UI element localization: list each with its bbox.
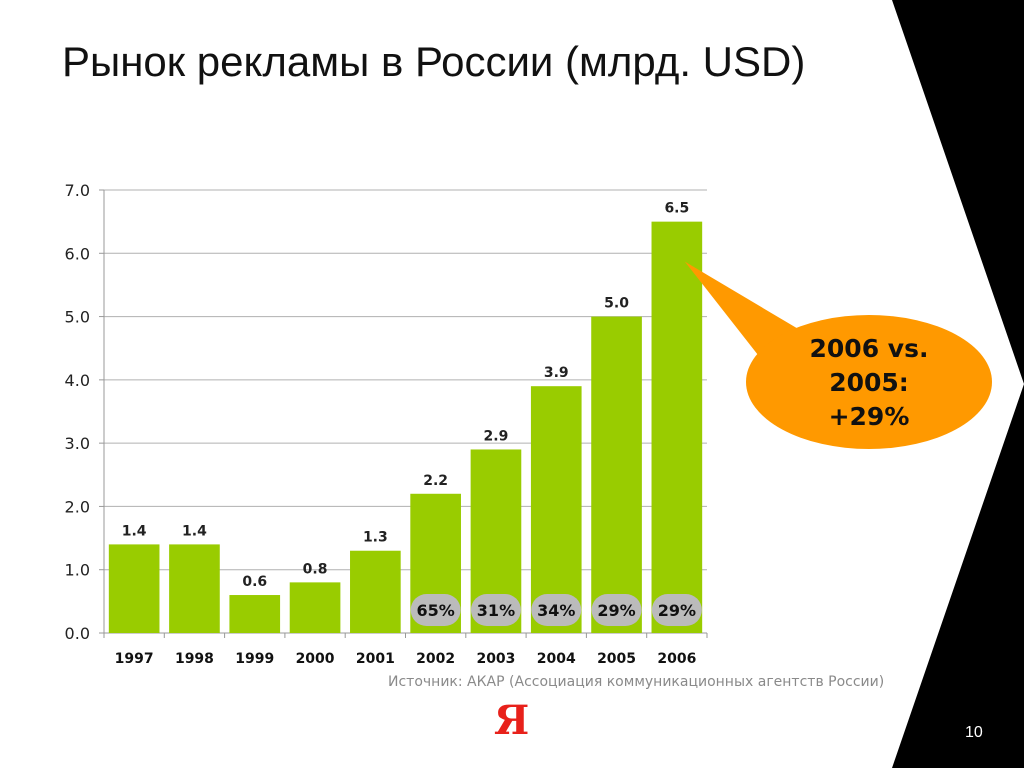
growth-badge xyxy=(531,594,582,626)
bar-value-label: 1.3 xyxy=(363,530,388,546)
bar xyxy=(229,595,281,633)
x-tick-label: 2003 xyxy=(476,651,515,667)
page-title: Рынок рекламы в России (млрд. USD) xyxy=(62,38,806,85)
growth-label: 34% xyxy=(537,601,575,620)
bar-value-label: 1.4 xyxy=(182,523,207,539)
callout-text-line: 2006 vs. xyxy=(810,334,929,363)
growth-label: 29% xyxy=(597,601,635,620)
y-tick-label: 3.0 xyxy=(65,434,90,453)
bar xyxy=(530,386,582,633)
y-tick-label: 2.0 xyxy=(65,497,90,516)
callout-text-line: 2005: xyxy=(829,368,909,397)
x-tick-label: 1998 xyxy=(175,651,214,667)
bar xyxy=(350,550,401,633)
bar-value-label: 0.8 xyxy=(303,561,328,577)
growth-badge xyxy=(651,594,702,626)
growth-label: 65% xyxy=(417,601,455,620)
bar xyxy=(651,221,703,633)
callout-bubble xyxy=(746,315,992,449)
y-tick-label: 0.0 xyxy=(65,624,90,643)
x-tick-label: 2006 xyxy=(657,651,696,667)
growth-badge xyxy=(591,594,642,626)
page-number: 10 xyxy=(965,724,983,741)
bar xyxy=(591,316,642,633)
bar-value-label: 1.4 xyxy=(122,523,147,539)
y-tick-label: 5.0 xyxy=(65,308,90,327)
bar xyxy=(169,544,220,633)
y-tick-label: 7.0 xyxy=(65,181,90,200)
bar-value-label: 2.9 xyxy=(484,428,509,444)
x-tick-label: 1997 xyxy=(115,651,154,667)
growth-label: 29% xyxy=(658,601,696,620)
bar xyxy=(289,582,341,633)
y-tick-label: 6.0 xyxy=(65,244,90,263)
x-tick-label: 2002 xyxy=(416,651,455,667)
growth-badge xyxy=(410,594,461,626)
growth-label: 31% xyxy=(477,601,515,620)
x-tick-label: 2005 xyxy=(597,651,636,667)
source-note: Источник: АКАР (Ассоциация коммуникацион… xyxy=(388,674,885,690)
yandex-logo: Я xyxy=(494,697,530,744)
x-tick-label: 1999 xyxy=(235,651,274,667)
bar-value-label: 6.5 xyxy=(664,201,689,217)
growth-badge xyxy=(470,594,521,626)
callout-text-line: +29% xyxy=(829,402,910,431)
bar xyxy=(108,544,160,633)
x-tick-label: 2004 xyxy=(537,651,576,667)
bar-value-label: 2.2 xyxy=(423,473,448,489)
bar-value-label: 3.9 xyxy=(544,365,569,381)
y-tick-label: 4.0 xyxy=(65,371,90,390)
bar-value-label: 5.0 xyxy=(604,296,629,312)
x-tick-label: 2001 xyxy=(356,651,395,667)
x-tick-label: 2000 xyxy=(296,651,335,667)
bar-value-label: 0.6 xyxy=(242,574,267,590)
y-tick-label: 1.0 xyxy=(65,561,90,580)
